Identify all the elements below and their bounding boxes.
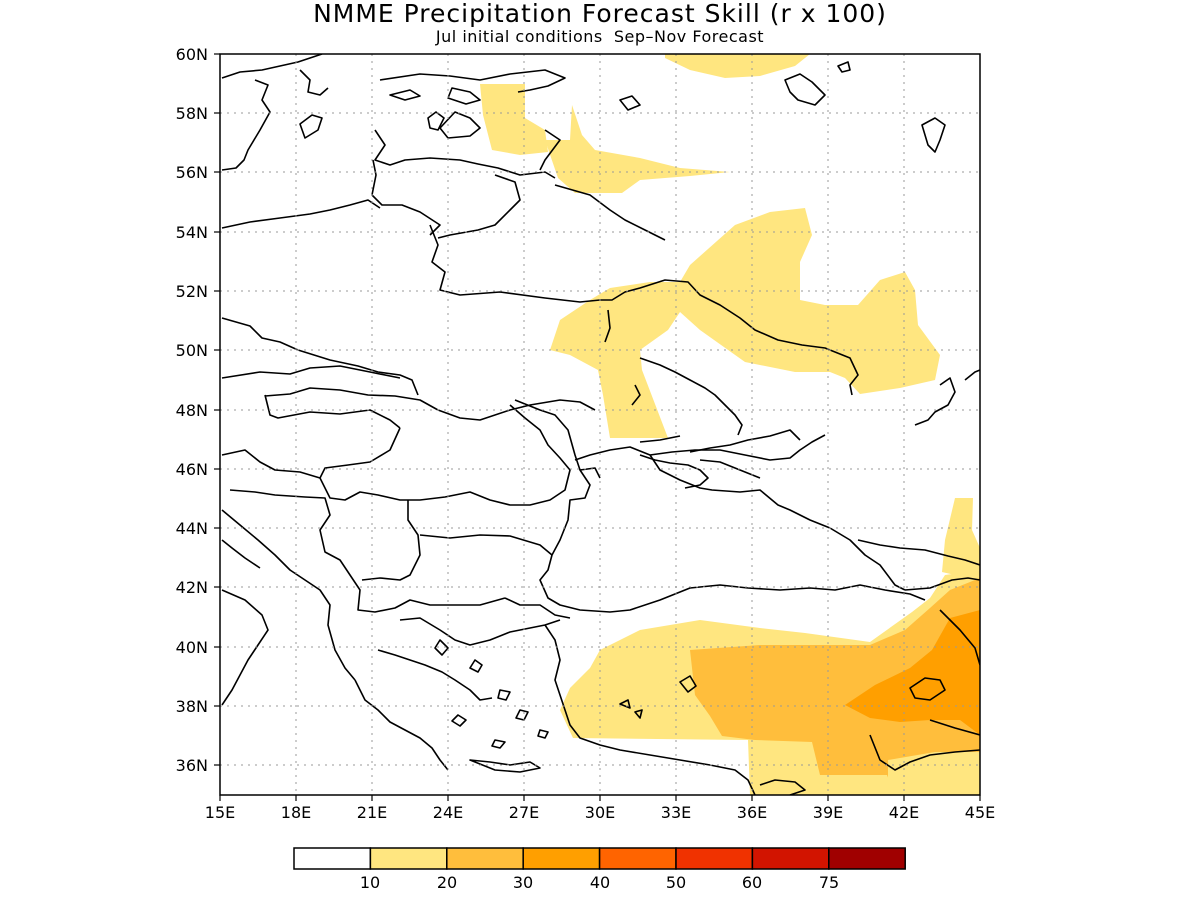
lon-label: 45E (965, 803, 995, 822)
coastlines-and-borders (221, 54, 980, 795)
colorbar-label: 20 (437, 873, 457, 892)
lat-label: 58N (176, 104, 208, 123)
small-lakes-north (619, 61, 946, 153)
lat-label: 42N (176, 578, 208, 597)
lon-label: 15E (205, 803, 235, 822)
turkey-south-coast (544, 624, 756, 795)
lat-label: 44N (176, 519, 208, 538)
lon-label: 39E (813, 803, 843, 822)
baltic-coast (379, 69, 566, 139)
colorbar-label: 75 (819, 873, 839, 892)
lat-label: 60N (176, 45, 208, 64)
lat-label: 46N (176, 460, 208, 479)
latitude-labels: 60N 58N 56N 54N 52N 50N 48N 46N 44N 42N … (176, 45, 208, 775)
colorbar-swatch (598, 847, 677, 870)
skill-region-east-caucasus (942, 498, 980, 575)
lat-label: 40N (176, 638, 208, 657)
lon-label: 24E (433, 803, 463, 822)
caspian-coast (914, 369, 980, 426)
colorbar-swatch (522, 847, 601, 870)
lat-label: 50N (176, 341, 208, 360)
lon-label: 42E (889, 803, 919, 822)
skill-shading (480, 54, 980, 795)
longitude-labels: 15E 18E 21E 24E 27E 30E 33E 36E 39E 42E … (205, 803, 995, 822)
colorbar-label: 30 (513, 873, 533, 892)
lon-label: 21E (357, 803, 387, 822)
east-europe-borders (221, 174, 859, 396)
axis-ticks (214, 53, 981, 801)
poland-west (221, 317, 419, 396)
colorbar-swatch (751, 847, 830, 870)
lon-label: 33E (661, 803, 691, 822)
lon-label: 36E (737, 803, 767, 822)
romania-border (319, 404, 571, 506)
lat-label: 48N (176, 401, 208, 420)
moldova-border (514, 399, 601, 479)
lake-van (909, 677, 946, 701)
turkey-east-border (869, 609, 980, 771)
skill-region-turkey-dark (845, 610, 980, 735)
colorbar-label: 10 (360, 873, 380, 892)
map-grid (220, 54, 980, 795)
colorbar-swatch (293, 847, 372, 870)
skill-region-baltic (480, 84, 548, 155)
lat-label: 36N (176, 756, 208, 775)
colorbar (293, 847, 906, 870)
colorbar-swatch (675, 847, 754, 870)
black-sea-coast (539, 434, 926, 613)
czech-slovakia-hungary (221, 365, 596, 429)
colorbar-labels: 10 20 30 40 50 60 75 (360, 873, 839, 892)
colorbar-swatch (446, 847, 524, 870)
map-subtitle: Jul initial conditions Sep–Nov Forecast (435, 27, 765, 46)
cyprus-coast (759, 779, 806, 795)
lon-label: 27E (509, 803, 539, 822)
balkans-borders (221, 449, 571, 619)
ukraine-internal (604, 309, 743, 436)
greece-coast (354, 617, 561, 771)
scandinavia-coast (221, 54, 329, 171)
crimea-coast (639, 454, 709, 489)
colorbar-swatch (369, 847, 448, 870)
lat-label: 38N (176, 697, 208, 716)
lon-label: 18E (281, 803, 311, 822)
lat-label: 52N (176, 282, 208, 301)
map-title: NMME Precipitation Forecast Skill (r x 1… (313, 0, 887, 28)
lat-label: 56N (176, 163, 208, 182)
caucasus-border (857, 539, 980, 591)
lat-label: 54N (176, 223, 208, 242)
adriatic-coast (221, 509, 356, 706)
lon-label: 30E (585, 803, 615, 822)
skill-region-west-russia (545, 105, 730, 193)
skill-region-turkey-medium (690, 578, 980, 795)
azov-sea-coast (689, 429, 801, 479)
colorbar-label: 60 (742, 873, 762, 892)
skill-region-north-top (665, 54, 810, 78)
colorbar-label: 40 (590, 873, 610, 892)
colorbar-label: 50 (666, 873, 686, 892)
colorbar-swatch (828, 847, 906, 870)
lake-onega (784, 73, 826, 106)
skill-region-southeast-light (888, 752, 980, 795)
